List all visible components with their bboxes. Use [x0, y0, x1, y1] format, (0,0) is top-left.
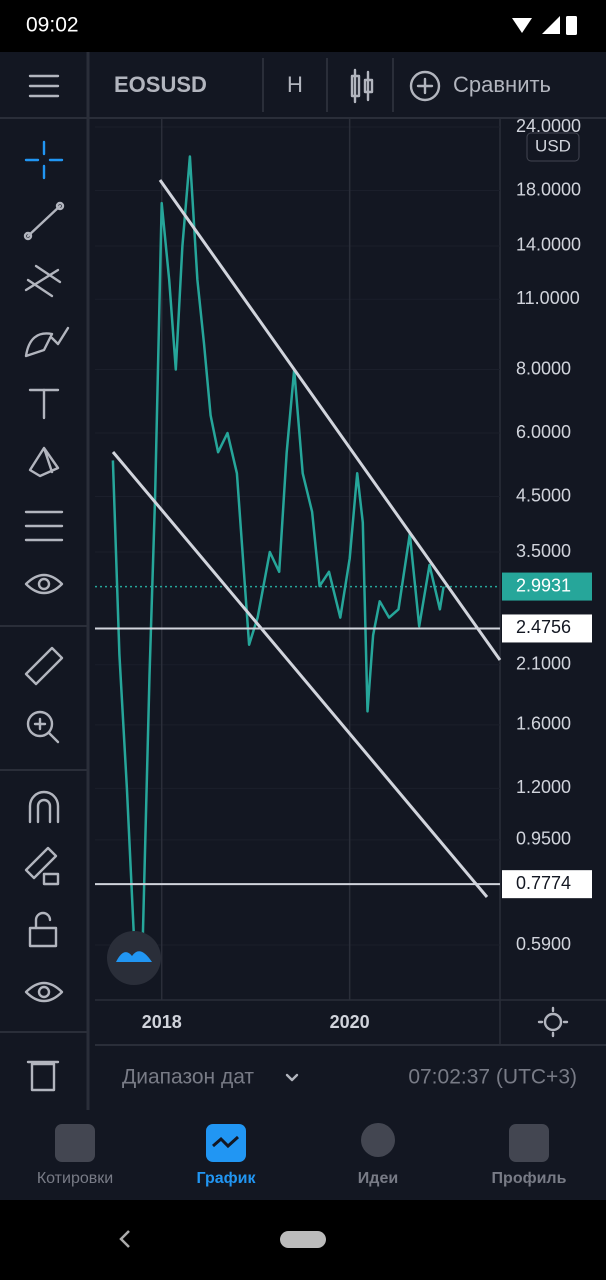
current-price-box	[502, 572, 592, 601]
x-tick-label: 2018	[142, 1012, 182, 1032]
nav-label[interactable]: Котировки	[37, 1170, 113, 1187]
y-tick-label: 3.5000	[516, 541, 571, 561]
y-tick-label: 1.2000	[516, 777, 571, 797]
nav-label[interactable]: График	[197, 1170, 257, 1187]
nav-icon[interactable]	[509, 1124, 549, 1162]
left-toolbar	[23, 74, 70, 1092]
trend-line[interactable]	[111, 451, 489, 898]
nav-label[interactable]: Профиль	[492, 1170, 567, 1187]
y-tick-label: 14.0000	[516, 235, 581, 255]
logo-mark	[116, 951, 152, 962]
top-toolbar	[88, 52, 606, 118]
status-bar	[0, 0, 606, 52]
y-tick-label: 0.5900	[516, 934, 571, 954]
y-tick-label: 18.0000	[516, 179, 581, 199]
dropdown-icon[interactable]	[285, 1073, 299, 1082]
nav-icon[interactable]	[361, 1123, 395, 1157]
y-tick-label: 24.0000	[516, 116, 581, 136]
y-tick-label: 6.0000	[516, 422, 571, 442]
y-tick-label: 1.6000	[516, 714, 571, 734]
back-button[interactable]	[119, 1230, 130, 1248]
y-tick-label: 11.0000	[516, 288, 580, 308]
bottom-nav	[0, 1110, 606, 1200]
chart-type-button[interactable]	[350, 68, 374, 104]
x-tick-label: 2020	[330, 1012, 370, 1032]
price-line-label: 2.4756	[516, 617, 571, 637]
price-labels: 2.9931 2.4756 0.7774	[502, 572, 592, 899]
symbol[interactable]: EOSUSD	[114, 72, 207, 97]
status-icons	[512, 16, 577, 35]
currency[interactable]: USD	[535, 136, 571, 155]
trend-line[interactable]	[158, 179, 502, 661]
price-line-label: 0.7774	[516, 873, 571, 893]
price-line	[111, 155, 445, 951]
current-price-label: 2.9931	[516, 575, 571, 595]
y-tick-label: 2.1000	[516, 654, 571, 674]
clock: 07:02:37 (UTC+3)	[408, 1066, 577, 1089]
compare-icon[interactable]	[409, 70, 441, 102]
nav-glyph	[212, 1135, 240, 1149]
interval[interactable]: H	[287, 72, 303, 97]
y-tick-label: 0.9500	[516, 829, 571, 849]
date-range[interactable]: Диапазон дат	[122, 1066, 254, 1089]
home-button[interactable]	[280, 1231, 326, 1248]
price-line-box	[502, 870, 592, 899]
settings-icon[interactable]	[537, 1006, 569, 1038]
y-tick-label: 4.5000	[516, 485, 571, 505]
nav-label[interactable]: Идеи	[358, 1170, 398, 1187]
y-tick-label: 8.0000	[516, 358, 571, 378]
nav-icon[interactable]	[55, 1124, 95, 1162]
compare[interactable]: Сравнить	[453, 72, 551, 97]
currency-box[interactable]	[526, 132, 580, 162]
status-time: 09:02	[26, 14, 79, 37]
plot: 24.0000 18.0000 14.0000 11.0000 8.0000 6.0000…	[95, 116, 581, 1032]
price-line-box	[502, 614, 592, 643]
